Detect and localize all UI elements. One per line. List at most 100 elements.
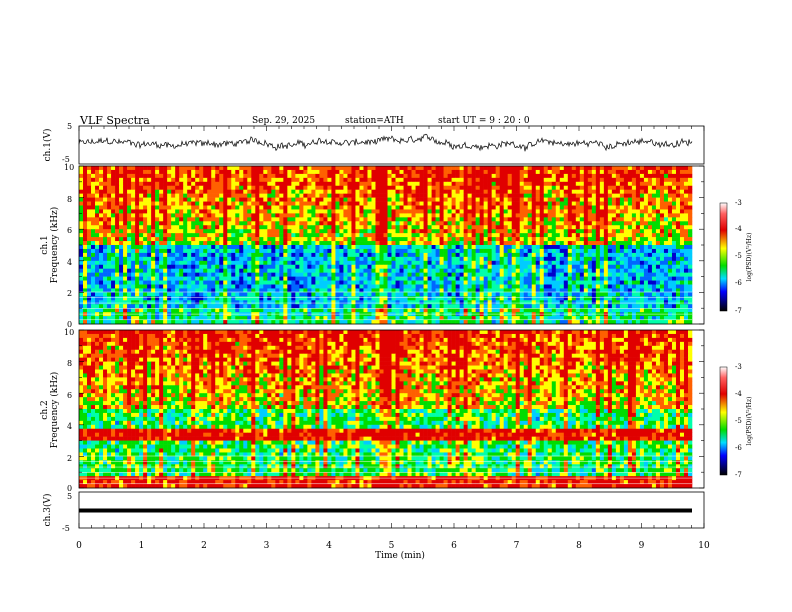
spectrogram-cell xyxy=(139,189,144,194)
spectrogram-cell xyxy=(387,173,392,179)
spectrogram-cell xyxy=(227,268,232,273)
spectrogram-cell xyxy=(643,177,649,183)
spectrogram-cell xyxy=(615,272,621,277)
spectrogram-cell xyxy=(243,241,248,246)
spectrogram-cell xyxy=(603,237,609,242)
spectrogram-cell xyxy=(135,229,140,234)
spectrogram-cell xyxy=(395,185,400,190)
spectrogram-cell xyxy=(183,213,188,218)
spectrogram-cell xyxy=(183,276,188,281)
spectrogram-cell xyxy=(95,241,100,246)
spectrogram-cell xyxy=(215,256,220,262)
spectrogram-cell xyxy=(399,225,404,230)
spectrogram-cell xyxy=(159,245,164,250)
spectrogram-cell xyxy=(635,276,641,281)
spectrogram-cell xyxy=(571,284,577,289)
spectrogram-cell xyxy=(295,209,300,214)
spectrogram-cell xyxy=(379,260,384,266)
spectrogram-cell xyxy=(131,181,136,187)
spectrogram-cell xyxy=(271,276,276,281)
spectrogram-cell xyxy=(567,248,573,254)
spectrogram-cell xyxy=(403,245,408,250)
spectrogram-cell xyxy=(227,205,232,210)
spectrogram-cell xyxy=(499,241,504,246)
spectrogram-cell xyxy=(391,237,396,242)
spectrogram-cell xyxy=(103,185,108,190)
spectrogram-cell xyxy=(419,177,424,183)
spectrogram-cell xyxy=(571,169,577,175)
spectrogram-cell xyxy=(551,260,557,266)
spectrogram-cell xyxy=(599,229,605,234)
spectrogram-cell xyxy=(667,252,673,258)
spectrogram-cell xyxy=(255,217,260,222)
spectrogram-cell xyxy=(491,189,496,194)
spectrogram-cell xyxy=(687,217,693,222)
spectrogram-cell xyxy=(411,197,416,202)
spectrogram-cell xyxy=(323,252,328,258)
spectrogram-cell xyxy=(351,272,356,277)
spectrogram-cell xyxy=(403,276,408,281)
spectrogram-cell xyxy=(351,181,356,187)
spectrogram-cell xyxy=(667,256,673,262)
spectrogram-cell xyxy=(423,209,428,214)
spectrogram-cell xyxy=(579,177,585,183)
spectrogram-cell xyxy=(595,237,601,242)
spectrogram-cell xyxy=(195,264,200,269)
spectrogram-cell xyxy=(167,268,172,273)
spectrogram-cell xyxy=(163,256,168,262)
spectrogram-cell xyxy=(615,201,621,206)
spectrogram-cell xyxy=(391,252,396,258)
spectrogram-cell xyxy=(307,173,312,179)
spectrogram-cell xyxy=(667,217,673,222)
spectrogram-cell xyxy=(639,225,645,230)
spectrogram-cell xyxy=(231,245,236,250)
spectrogram-cell xyxy=(379,193,384,198)
spectrogram-cell xyxy=(99,209,104,214)
spectrogram-cell xyxy=(567,229,573,234)
spectrogram-cell xyxy=(159,193,164,198)
spectrogram-cell xyxy=(559,241,565,246)
spectrogram-cell xyxy=(127,264,132,269)
spectrogram-cell xyxy=(499,166,504,171)
spectrogram-cell xyxy=(239,185,244,190)
spectrogram-cell xyxy=(267,177,272,183)
spectrogram-cell xyxy=(619,256,625,262)
spectrogram-cell xyxy=(235,237,240,242)
spectrogram-cell xyxy=(79,213,84,218)
spectrogram-cell xyxy=(87,193,92,198)
spectrogram-cell xyxy=(567,209,573,214)
spectrogram-cell xyxy=(335,169,340,175)
spectrogram-cell xyxy=(143,260,148,266)
spectrogram-cell xyxy=(215,245,220,250)
spectrogram-cell xyxy=(227,284,232,289)
spectrogram-cell xyxy=(87,237,92,242)
spectrogram-cell xyxy=(231,284,236,289)
spectrogram-cell xyxy=(243,205,248,210)
spectrogram-cell xyxy=(143,221,148,226)
spectrogram-cell xyxy=(623,229,629,234)
spectrogram-cell xyxy=(351,213,356,218)
spectrogram-cell xyxy=(219,205,224,210)
spectrogram-cell xyxy=(299,233,304,238)
spectrogram-cell xyxy=(183,252,188,258)
spectrogram-cell xyxy=(315,268,320,273)
spectrogram-cell xyxy=(595,241,601,246)
spectrogram-cell xyxy=(415,284,420,289)
spectrogram-cell xyxy=(467,197,472,202)
spectrogram-cell xyxy=(387,264,392,269)
spectrogram-cell xyxy=(383,177,388,183)
spectrogram-cell xyxy=(383,173,388,179)
spectrogram-cell xyxy=(591,189,597,194)
spectrogram-cell xyxy=(571,280,577,285)
spectrogram-cell xyxy=(347,237,352,242)
spectrogram-cell xyxy=(351,241,356,246)
spectrogram-cell xyxy=(663,201,669,206)
spectrogram-cell xyxy=(487,260,492,266)
spectrogram-cell xyxy=(247,260,252,266)
spectrogram-cell xyxy=(287,252,292,258)
spectrogram-cell xyxy=(107,264,112,269)
spectrogram-cell xyxy=(243,181,248,187)
spectrogram-cell xyxy=(163,229,168,234)
spectrogram-cell xyxy=(251,260,256,266)
spectrogram-cell xyxy=(171,201,176,206)
